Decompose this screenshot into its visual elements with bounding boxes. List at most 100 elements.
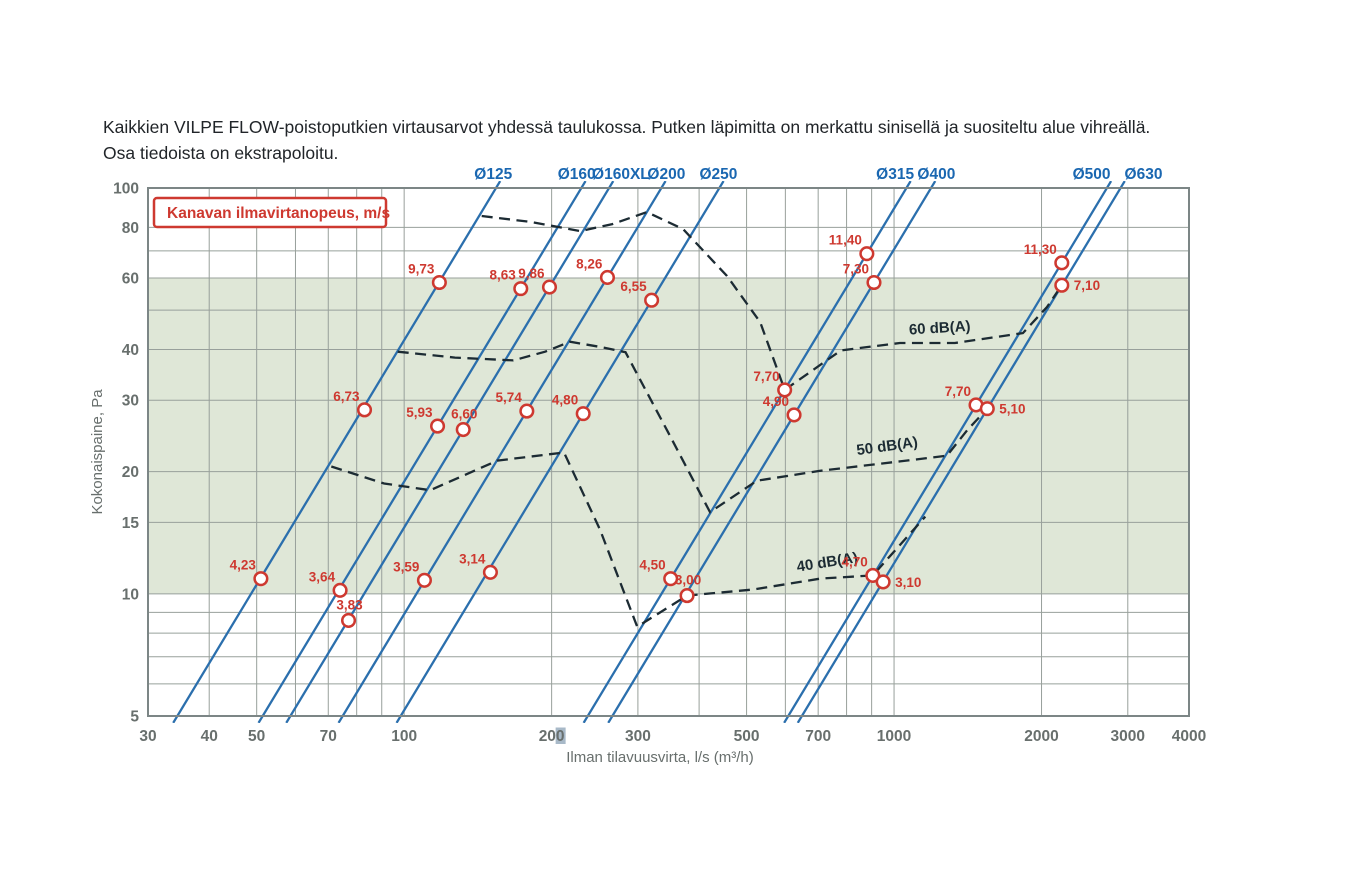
diameter-line-Ø315	[582, 181, 912, 723]
db-curves	[330, 210, 1063, 629]
tick-highlight	[555, 727, 566, 744]
x-tick-label: 700	[805, 728, 831, 745]
data-point-Ø125	[253, 571, 269, 587]
legend-box	[152, 196, 388, 229]
x-tick-label: 30	[139, 728, 156, 745]
x-axis-title: Ilman tilavuusvirta, l/s (m³/h)	[566, 749, 754, 766]
data-point-Ø200	[416, 572, 432, 588]
velocity-label: 5,10	[999, 402, 1025, 417]
y-tick-label: 5	[130, 709, 139, 726]
x-tick-label: 4000	[1172, 728, 1206, 745]
data-point-Ø630	[979, 401, 995, 417]
x-tick-label: 300	[625, 728, 651, 745]
data-point-Ø315	[777, 382, 793, 398]
y-tick-label: 20	[122, 464, 139, 481]
diameter-line-Ø125	[172, 181, 502, 723]
diameter-label-Ø500: Ø500	[1073, 166, 1111, 183]
velocity-label: 7,70	[753, 369, 779, 384]
data-point-Ø160XL	[340, 612, 357, 628]
diameter-label-Ø630: Ø630	[1125, 166, 1163, 183]
db-curve-40 dB(A)	[330, 451, 927, 629]
diameter-line-Ø630	[796, 181, 1126, 723]
velocity-label: 4,23	[230, 558, 257, 573]
data-point-Ø250	[482, 564, 498, 580]
y-tick-label: 100	[113, 181, 139, 198]
y-tick-label: 15	[122, 515, 140, 532]
diameter-line-Ø160XL	[285, 181, 615, 723]
db-label: 60 dB(A)	[908, 318, 971, 339]
data-point-Ø125	[431, 274, 447, 291]
data-point-Ø200	[519, 403, 535, 419]
velocity-label: 8,63	[489, 268, 516, 283]
diameter-label-Ø315: Ø315	[876, 166, 914, 183]
velocity-label: 5,74	[496, 390, 523, 405]
velocity-label: 3,59	[393, 559, 419, 574]
y-tick-label: 30	[122, 393, 139, 410]
data-point-Ø500	[865, 567, 881, 583]
data-point-Ø160	[513, 281, 529, 297]
data-point-Ø400	[866, 274, 882, 291]
data-point-Ø160	[430, 418, 446, 434]
data-point-Ø500	[1054, 255, 1070, 271]
velocity-label: 7,10	[1074, 278, 1100, 293]
data-point-Ø400	[679, 588, 695, 604]
data-point-Ø630	[875, 574, 891, 590]
db-curve-50 dB(A)	[397, 340, 989, 514]
diameter-label-Ø200: Ø200	[647, 166, 685, 183]
db-curve-60 dB(A)	[481, 210, 1063, 392]
velocity-label: 11,40	[829, 233, 862, 248]
x-tick-label: 3000	[1111, 728, 1145, 745]
velocity-label: 7,70	[945, 384, 971, 399]
diameter-label-Ø125: Ø125	[474, 166, 512, 183]
velocity-label: 3,14	[459, 551, 486, 566]
diameter-line-Ø500	[783, 181, 1113, 723]
velocity-label: 9,86	[518, 266, 545, 281]
velocity-label: 3,64	[309, 569, 336, 584]
data-point-Ø250	[575, 406, 591, 422]
velocity-label: 3,10	[895, 575, 921, 590]
diameter-label-Ø160XL: Ø160XL	[592, 166, 650, 183]
velocity-label: 4,50	[639, 558, 665, 573]
x-tick-label: 100	[391, 728, 417, 745]
data-point-Ø250	[644, 292, 660, 308]
data-point-Ø160	[332, 582, 348, 598]
x-tick-label: 2000	[1024, 728, 1058, 745]
x-tick-label: 40	[201, 728, 218, 745]
velocity-label: 4,70	[842, 554, 868, 569]
y-tick-label: 80	[122, 220, 139, 237]
velocity-label: 4,90	[763, 394, 789, 409]
plot-border	[147, 187, 1190, 717]
diameter-label-Ø400: Ø400	[917, 166, 955, 183]
legend-text: Kanavan ilmavirtanopeus, m/s	[167, 205, 390, 222]
data-point-Ø160XL	[541, 279, 558, 295]
data-point-Ø400	[786, 407, 802, 423]
velocity-label: 6,73	[333, 389, 360, 404]
x-tick-label: 200	[539, 728, 565, 745]
x-tick-label: 1000	[877, 728, 911, 745]
data-points: 4,23 6,73 9,73 3,64 5,93 8,63 3,83 6,60 9,86 3,59…	[230, 233, 1100, 628]
x-tick-label: 50	[248, 728, 265, 745]
recommended-band	[148, 278, 1189, 594]
data-point-Ø630	[1054, 277, 1070, 293]
velocity-label: 3,00	[675, 573, 701, 588]
diameter-label-Ø250: Ø250	[699, 166, 737, 183]
data-point-Ø200	[599, 269, 616, 285]
x-tick-label: 500	[734, 728, 760, 745]
data-point-Ø160XL	[455, 421, 471, 438]
velocity-label: 3,83	[336, 597, 363, 612]
velocity-label: 9,73	[408, 261, 435, 276]
diameter-line-Ø250	[395, 181, 725, 723]
data-point-Ø315	[663, 571, 679, 587]
data-point-Ø125	[356, 402, 373, 418]
velocity-label: 6,55	[620, 279, 647, 294]
diameter-lines	[172, 181, 1126, 723]
velocity-label: 11,30	[1024, 242, 1057, 257]
x-tick-label: 70	[320, 728, 337, 745]
velocity-label: 5,93	[406, 405, 433, 420]
velocity-label: 8,26	[576, 256, 603, 271]
chart-caption: Kaikkien VILPE FLOW-poistoputkien virtau…	[103, 116, 1151, 163]
diameter-label-Ø160: Ø160	[558, 166, 596, 183]
y-axis-title: Kokonaispaine, Pa	[89, 389, 106, 515]
velocity-label: 6,60	[451, 407, 477, 422]
